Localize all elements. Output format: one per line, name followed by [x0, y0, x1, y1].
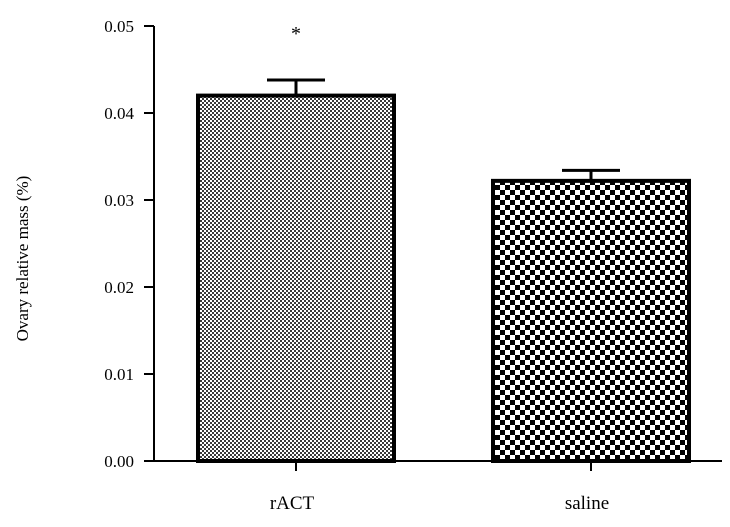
y-tick-label: 0.00 — [104, 452, 134, 471]
bar-saline — [491, 178, 691, 464]
y-tick-label: 0.04 — [104, 104, 134, 123]
y-axis-ticks: 0.00 0.01 0.02 0.03 0.04 0.05 — [104, 17, 154, 471]
y-tick-label: 0.02 — [104, 278, 134, 297]
x-axis-ticks: rACT saline — [270, 461, 609, 514]
axes — [153, 26, 722, 462]
x-tick-label: rACT — [270, 493, 315, 514]
y-tick-label: 0.03 — [104, 191, 134, 210]
axis-labels: Ovary relative mass (%) — [13, 176, 32, 342]
bar-ract — [196, 93, 396, 463]
y-axis-label: Ovary relative mass (%) — [13, 176, 32, 342]
x-tick-label: saline — [565, 493, 609, 514]
significance-asterisk: * — [291, 23, 301, 45]
bars: * — [196, 23, 691, 464]
y-tick-label: 0.05 — [104, 17, 134, 36]
y-tick-label: 0.01 — [104, 365, 134, 384]
